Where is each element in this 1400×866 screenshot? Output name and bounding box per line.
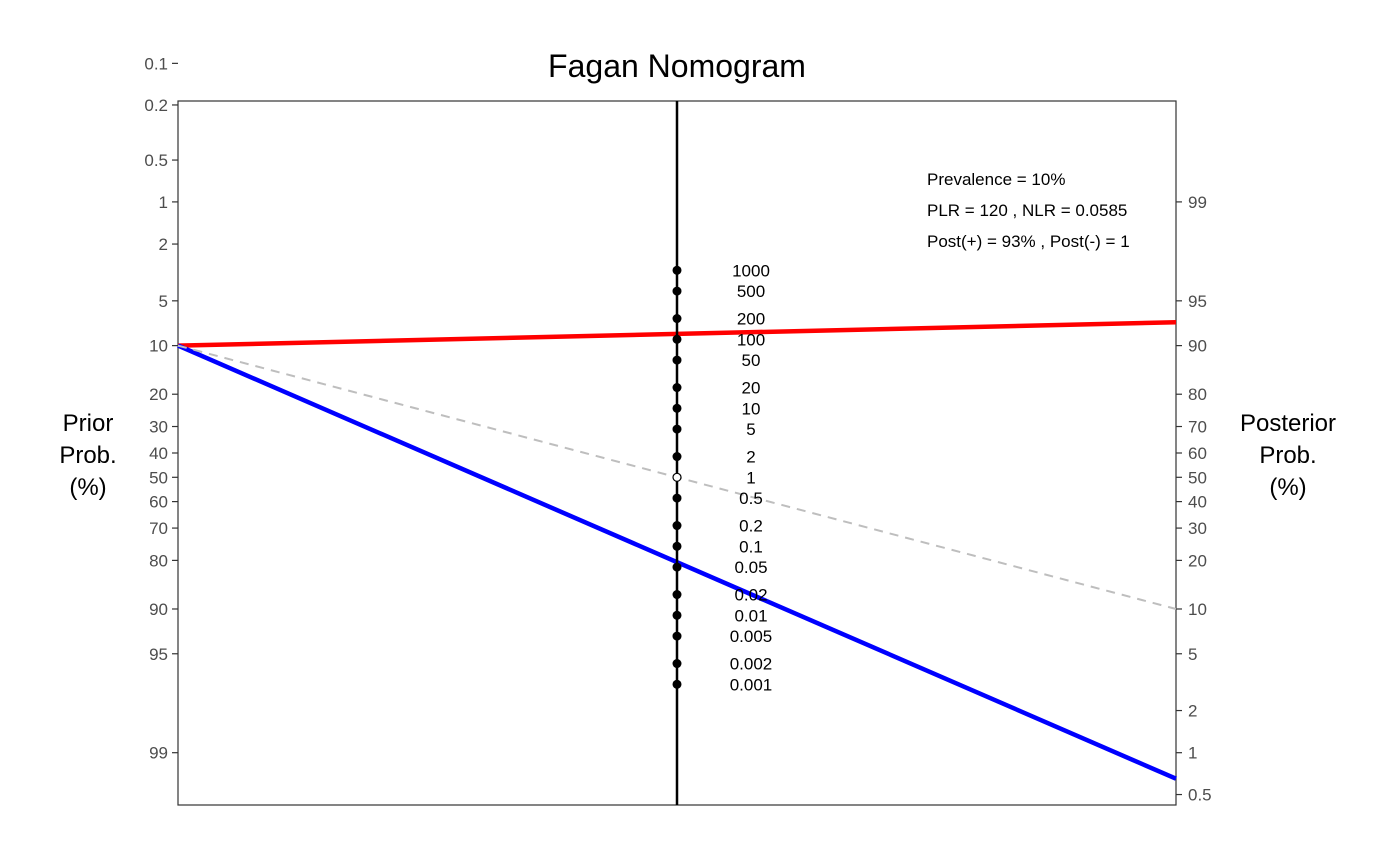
right-axis-tick-label: 5 [1188,645,1197,664]
lr-point [672,590,682,600]
lr-point [672,334,682,344]
right-axis-tick-label: 99 [1188,193,1207,212]
left-axis-tick-label: 60 [149,493,168,512]
lr-label: 0.002 [730,655,773,674]
lr-label: 1000 [732,261,770,280]
lr-label: 0.005 [730,627,773,646]
right-axis-tick-label: 10 [1188,600,1207,619]
right-axis: 99 95 90 80 70 60 50 40 30 20 10 5 2 1 0.5 [1176,193,1212,805]
lr-label: 5 [746,420,755,439]
lr-point [672,659,682,669]
lr-label: 0.5 [739,489,763,508]
chart-title: Fagan Nomogram [548,48,806,84]
right-axis-tick-label: 80 [1188,385,1207,404]
lr-label: 0.01 [734,606,767,625]
left-axis-tick-label: 2 [159,235,168,254]
annotation-line: Post(+) = 93% , Post(-) = 1 [927,232,1130,251]
right-axis-tick-label: 60 [1188,444,1207,463]
lr-point [672,521,682,531]
likelihood-ratio-scale: 10005002001005020105210.50.20.10.050.020… [672,261,773,694]
right-axis-tick-label: 50 [1188,468,1207,487]
lr-point [672,610,682,620]
right-axis-title: Posterior Prob. (%) [1240,410,1336,501]
lr-point [672,314,682,324]
right-axis-tick-label: 95 [1188,292,1207,311]
left-axis-tick-label: 30 [149,418,168,437]
left-axis-tick-label: 0.1 [144,54,168,73]
lr-point [672,541,682,551]
left-axis-tick-label: 40 [149,444,168,463]
lr-point [672,424,682,434]
right-axis-tick-label: 90 [1188,337,1207,356]
lr-point [672,679,682,689]
annotation-line: Prevalence = 10% [927,170,1065,189]
lr-label: 200 [737,310,765,329]
left-axis-tick-label: 80 [149,551,168,570]
lr-label: 100 [737,330,765,349]
annotation-block: Prevalence = 10% PLR = 120 , NLR = 0.0585… [927,170,1130,251]
right-axis-tick-label: 70 [1188,418,1207,437]
right-axis-tick-label: 1 [1188,744,1197,763]
lr-point [672,383,682,393]
lr-label: 0.05 [734,558,767,577]
left-axis-tick-label: 50 [149,468,168,487]
right-axis-title-line: Posterior [1240,410,1336,437]
lr-point [672,472,682,482]
lr-label: 20 [742,379,761,398]
lr-label: 2 [746,448,755,467]
left-axis-tick-label: 5 [159,292,168,311]
right-axis-tick-label: 40 [1188,493,1207,512]
lr-label: 0.1 [739,537,763,556]
lr-label: 0.001 [730,675,773,694]
left-axis-title-line: Prior [63,410,114,437]
left-axis-tick-label: 95 [149,645,168,664]
right-axis-tick-label: 2 [1188,702,1197,721]
right-axis-title-line: (%) [1269,474,1306,501]
right-axis-tick-label: 20 [1188,551,1207,570]
right-axis-tick-label: 30 [1188,519,1207,538]
annotation-line: PLR = 120 , NLR = 0.0585 [927,201,1127,220]
left-axis-title-line: (%) [69,474,106,501]
left-axis-tick-label: 20 [149,385,168,404]
lr-point [672,355,682,365]
lr-label: 10 [742,399,761,418]
left-axis: 0.1 0.2 0.5 1 2 5 10 20 30 40 50 60 70 80 90 95 99 [144,54,178,763]
left-axis-tick-label: 99 [149,744,168,763]
lr-label: 0.2 [739,517,763,536]
left-axis-title: Prior Prob. (%) [59,410,116,501]
lr-point [672,562,682,572]
left-axis-tick-label: 90 [149,600,168,619]
lr-label: 0.02 [734,586,767,605]
left-axis-tick-label: 0.2 [144,96,168,115]
left-axis-tick-label: 10 [149,337,168,356]
right-axis-title-line: Prob. [1259,442,1316,469]
left-axis-tick-label: 0.5 [144,151,168,170]
lr-point [672,631,682,641]
left-axis-tick-label: 1 [159,193,168,212]
lr-label: 50 [742,351,761,370]
right-axis-tick-label: 0.5 [1188,786,1212,805]
lr-label: 500 [737,282,765,301]
lr-point [672,403,682,413]
left-axis-tick-label: 70 [149,519,168,538]
lr-label: 1 [746,468,755,487]
lr-point [672,286,682,296]
lr-point [672,452,682,462]
lr-point [672,265,682,275]
lr-point [672,493,682,503]
left-axis-title-line: Prob. [59,442,116,469]
